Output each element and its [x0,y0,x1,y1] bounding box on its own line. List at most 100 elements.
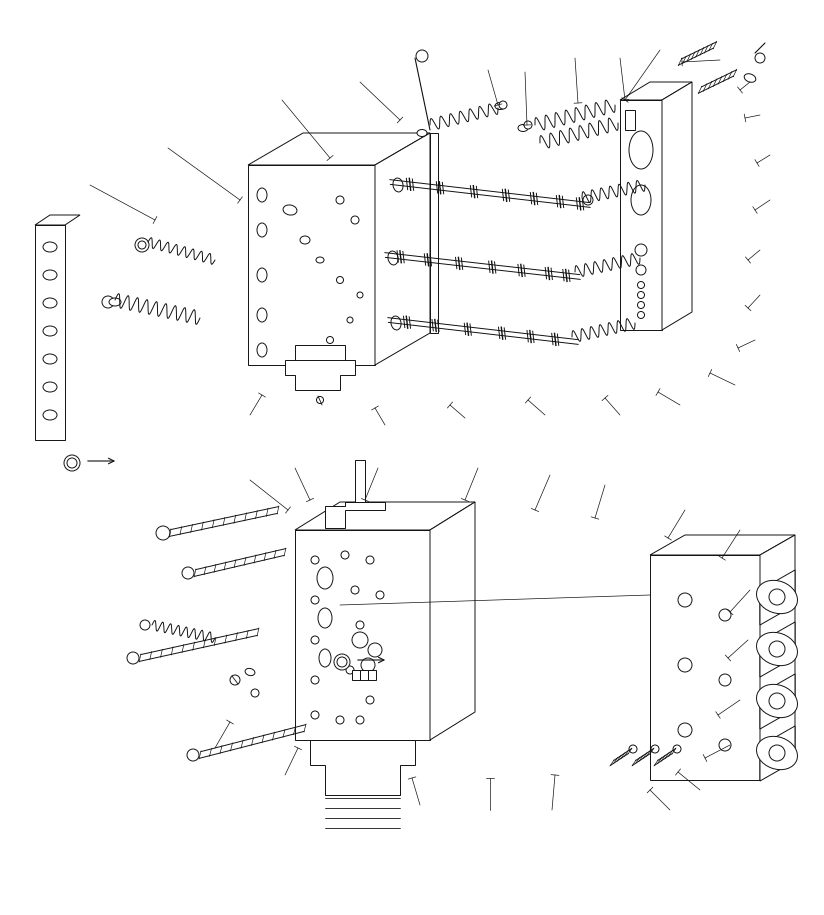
Circle shape [719,674,731,686]
Circle shape [352,632,368,648]
Circle shape [138,241,146,249]
Ellipse shape [393,178,403,192]
Ellipse shape [391,316,401,330]
Circle shape [673,745,681,753]
Polygon shape [760,622,795,677]
Circle shape [64,455,80,471]
Polygon shape [375,133,430,365]
Circle shape [755,53,765,63]
Ellipse shape [43,242,57,252]
Ellipse shape [257,268,267,282]
Ellipse shape [318,608,332,628]
Circle shape [678,593,692,607]
Polygon shape [625,110,635,130]
Ellipse shape [43,270,57,280]
Ellipse shape [109,298,121,306]
Circle shape [366,696,374,704]
Circle shape [182,567,194,579]
Circle shape [347,317,353,323]
Circle shape [638,282,644,288]
Circle shape [769,589,785,605]
Polygon shape [760,570,795,625]
Ellipse shape [629,131,653,169]
Circle shape [678,658,692,672]
Ellipse shape [283,205,297,215]
Circle shape [636,265,646,275]
Circle shape [336,196,344,204]
Ellipse shape [257,308,267,322]
Ellipse shape [317,567,333,589]
Circle shape [719,609,731,621]
Ellipse shape [756,684,798,717]
Polygon shape [310,740,415,795]
Ellipse shape [300,236,310,244]
Circle shape [311,676,319,684]
Circle shape [251,689,259,697]
Circle shape [341,551,349,559]
Circle shape [629,745,637,753]
Polygon shape [360,670,368,680]
Circle shape [356,621,364,629]
Circle shape [346,666,354,674]
Ellipse shape [756,580,798,614]
Polygon shape [35,215,80,225]
Polygon shape [295,502,475,530]
Polygon shape [368,670,376,680]
Ellipse shape [257,343,267,357]
Circle shape [769,745,785,761]
Circle shape [416,50,428,62]
Circle shape [140,620,150,630]
Circle shape [316,396,324,404]
Ellipse shape [631,185,651,215]
Circle shape [230,675,240,685]
Circle shape [336,276,344,284]
Polygon shape [35,225,65,440]
Polygon shape [248,133,430,165]
Ellipse shape [43,354,57,364]
Ellipse shape [388,251,398,265]
Circle shape [644,177,656,189]
Polygon shape [248,165,375,365]
Circle shape [769,641,785,657]
Circle shape [127,652,139,664]
Circle shape [356,716,364,724]
Circle shape [651,745,659,753]
Circle shape [326,337,334,343]
Polygon shape [352,670,360,680]
Polygon shape [430,502,475,740]
Circle shape [102,296,114,308]
Circle shape [307,352,313,358]
Circle shape [311,596,319,604]
Ellipse shape [257,188,267,202]
Circle shape [769,693,785,709]
Circle shape [638,292,644,298]
Ellipse shape [43,326,57,336]
Ellipse shape [495,102,505,110]
Ellipse shape [257,223,267,237]
Circle shape [583,195,593,205]
Polygon shape [345,460,365,502]
Polygon shape [620,82,692,100]
Polygon shape [295,345,345,365]
Circle shape [311,556,319,564]
Ellipse shape [744,74,756,82]
Ellipse shape [43,382,57,392]
Circle shape [334,654,350,670]
Circle shape [524,121,532,129]
Circle shape [311,636,319,644]
Ellipse shape [756,737,798,770]
Circle shape [371,646,379,654]
Polygon shape [295,530,430,740]
Circle shape [156,526,170,540]
Polygon shape [650,535,795,555]
Circle shape [135,238,149,252]
Circle shape [351,586,359,594]
Circle shape [634,315,646,327]
Polygon shape [760,535,795,780]
Ellipse shape [43,298,57,308]
Circle shape [638,302,644,308]
Circle shape [337,657,347,667]
Polygon shape [760,726,795,781]
Circle shape [351,216,359,224]
Circle shape [635,244,647,256]
